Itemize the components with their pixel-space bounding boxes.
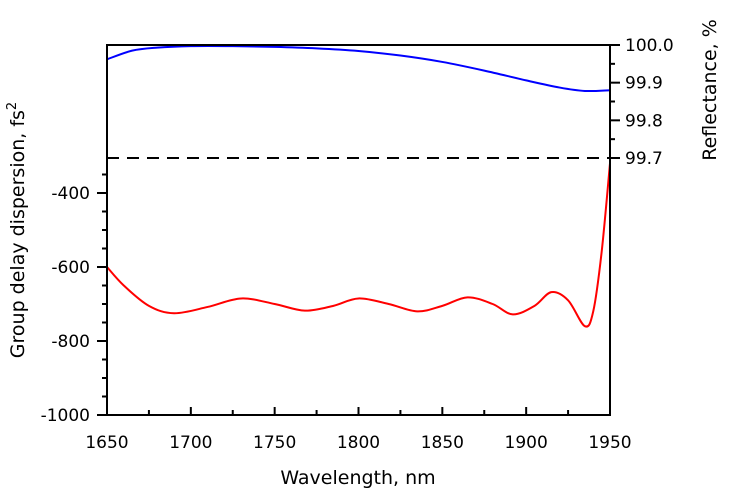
- x-axis-label: Wavelength, nm: [280, 467, 435, 489]
- tick-marks: [97, 44, 620, 416]
- x-tick-label: 1800: [337, 433, 380, 453]
- x-tick-label: 1950: [588, 433, 631, 453]
- right-tick-label: 99.9: [625, 74, 663, 94]
- series-reflectance: [106, 44, 611, 93]
- series-gdd: [106, 163, 611, 328]
- x-tick-label: 1700: [169, 433, 212, 453]
- x-tick-label: 1650: [85, 433, 128, 453]
- left-tick-label: -800: [51, 332, 90, 352]
- y-axis-left-label: Group delay dispersion, fs2: [5, 102, 29, 358]
- y-axis-right-label: Reflectance, %: [699, 19, 721, 161]
- x-tick-label: 1750: [253, 433, 296, 453]
- tick-labels: 1650 1700 1750 1800 1850 1900 1950 -400 -600 -800…: [41, 36, 674, 453]
- left-tick-label: -400: [51, 184, 90, 204]
- x-tick-label: 1900: [505, 433, 548, 453]
- x-tick-label: 1850: [421, 433, 464, 453]
- right-tick-label: 99.7: [625, 149, 663, 169]
- plot-frame: [106, 44, 611, 416]
- left-tick-label: -1000: [41, 406, 90, 426]
- right-tick-label: 99.8: [625, 111, 663, 131]
- right-tick-label: 100.0: [625, 36, 674, 56]
- left-tick-label: -600: [51, 258, 90, 278]
